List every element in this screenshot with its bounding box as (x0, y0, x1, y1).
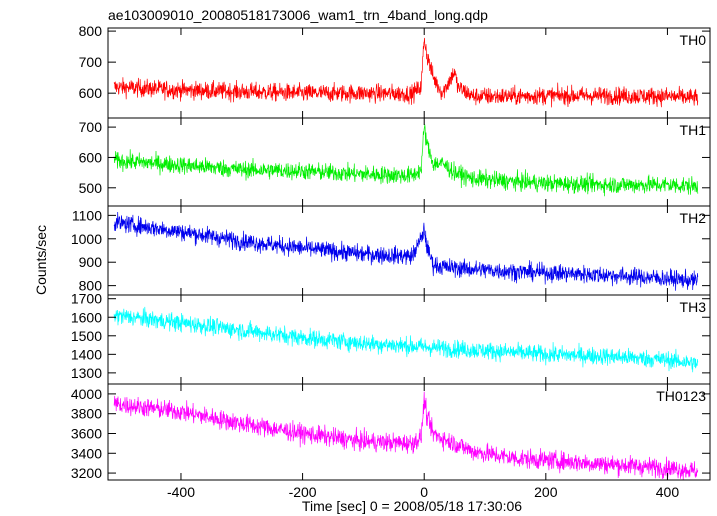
y-tick-label: 1300 (71, 365, 102, 381)
panel-th3: 1300 1400 1500 1600 1700 TH3 (71, 291, 711, 385)
y-axis-label: Counts/sec (33, 225, 49, 295)
y-tick-label: 4000 (71, 386, 102, 402)
trace-th0123 (113, 391, 699, 480)
panel-frame (107, 205, 711, 296)
panel-th0: 600 700 800 TH0 (79, 23, 711, 119)
panel-th0123: 3200 3400 3600 3800 4000 TH0123 -400 -200 0 200 40… (71, 383, 711, 500)
y-tick-label: 1500 (71, 328, 102, 344)
band-label-th1: TH1 (680, 122, 707, 138)
y-tick-label: 500 (79, 180, 103, 196)
band-label-th3: TH3 (680, 299, 707, 315)
x-tick-label: 200 (534, 484, 558, 500)
x-axis-label: Time [sec] 0 = 2008/05/18 17:30:06 (302, 498, 522, 514)
chart-title: ae103009010_20080518173006_wam1_trn_4ban… (108, 7, 488, 23)
panels: 600 700 800 TH0 500 600 700 TH1 800 900 1000 1100 TH… (71, 23, 711, 500)
x-tick-label: 0 (420, 484, 428, 500)
y-tick-label: 1400 (71, 346, 102, 362)
panel-frame (107, 383, 711, 481)
panel-frame (107, 294, 711, 385)
trace-th1 (113, 124, 699, 197)
y-tick-label: 3600 (71, 425, 102, 441)
y-tick-label: 1600 (71, 309, 102, 325)
y-tick-label: 3800 (71, 406, 102, 422)
y-tick-label: 3200 (71, 465, 102, 481)
trace-th3 (113, 306, 699, 373)
y-tick-label: 900 (79, 254, 103, 270)
x-tick-label: -200 (289, 484, 317, 500)
y-tick-label: 700 (79, 119, 103, 135)
band-label-th2: TH2 (680, 210, 707, 226)
y-tick-label: 800 (79, 23, 103, 39)
y-tick-label: 700 (79, 54, 103, 70)
y-tick-label: 1100 (72, 207, 102, 223)
y-tick-label: 3400 (71, 445, 102, 461)
trace-th2 (113, 211, 699, 291)
y-tick-label: 800 (79, 278, 103, 294)
x-tick-label: 400 (656, 484, 680, 500)
panel-th1: 500 600 700 TH1 (79, 117, 711, 207)
band-label-th0123: TH0123 (656, 388, 706, 404)
y-tick-label: 600 (79, 149, 103, 165)
x-tick-label: -400 (167, 484, 195, 500)
y-tick-label: 1700 (71, 291, 102, 307)
y-tick-label: 600 (79, 85, 103, 101)
y-tick-label: 1000 (71, 231, 102, 247)
band-label-th0: TH0 (680, 32, 707, 48)
trace-th0 (113, 37, 699, 108)
panel-th2: 800 900 1000 1100 TH2 (71, 205, 711, 296)
panel-frame (107, 117, 711, 207)
